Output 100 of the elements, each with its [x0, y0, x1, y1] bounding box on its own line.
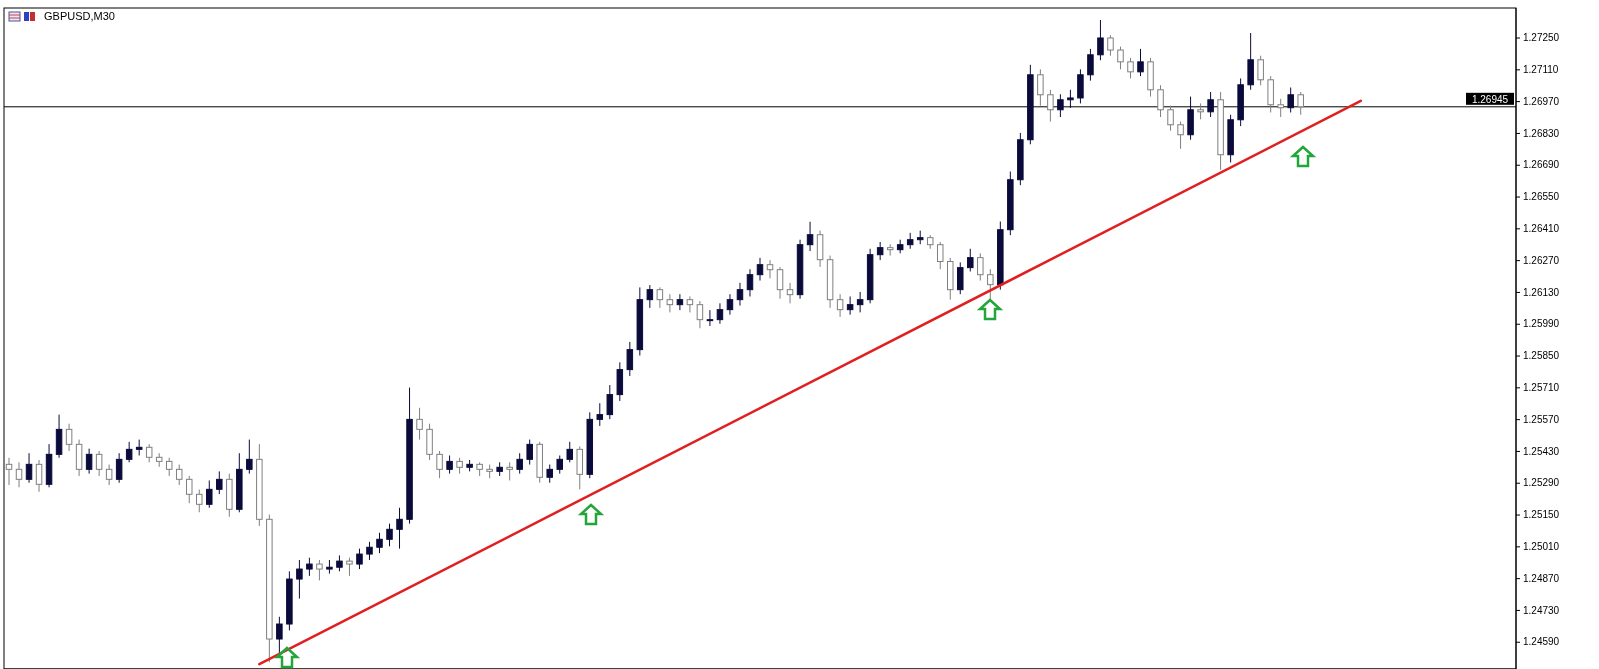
candlestick — [546, 464, 553, 484]
ref-line-label: 1.26945 — [1471, 93, 1509, 105]
candlestick — [206, 479, 213, 509]
candlestick — [1287, 87, 1294, 113]
candlestick — [506, 461, 513, 481]
candlestick — [686, 295, 694, 313]
candlestick — [1037, 68, 1044, 107]
candlestick — [1047, 89, 1054, 123]
candlestick — [596, 402, 604, 427]
candlestick — [25, 452, 33, 484]
candlestick — [666, 293, 674, 313]
candlestick — [1207, 91, 1214, 118]
candlestick — [175, 464, 183, 486]
candlestick — [756, 257, 764, 282]
candlestick — [436, 450, 443, 479]
candlestick — [1117, 46, 1124, 70]
y-tick-label: 1.24870 — [1523, 572, 1560, 584]
candlestick — [746, 268, 754, 297]
y-tick-label: 1.25850 — [1523, 350, 1560, 362]
candlestick — [1257, 55, 1264, 86]
candlestick — [85, 448, 93, 475]
candlestick — [876, 241, 884, 261]
candlestick — [145, 443, 153, 463]
candlestick — [977, 252, 984, 282]
y-tick-label: 1.25710 — [1523, 382, 1560, 394]
candlestick — [566, 441, 573, 463]
y-tick-label: 1.25010 — [1523, 541, 1560, 553]
candlestick — [626, 341, 634, 377]
candlestick — [706, 309, 714, 327]
y-tick-label: 1.26830 — [1523, 127, 1560, 139]
candlestick — [606, 384, 614, 420]
candlestick — [1097, 19, 1104, 61]
y-tick-label: 1.25990 — [1523, 318, 1560, 330]
candlestick — [1157, 84, 1164, 118]
candlestick — [276, 616, 283, 654]
y-tick-label: 1.25430 — [1523, 445, 1560, 457]
candlestick — [416, 407, 423, 441]
candlestick — [306, 557, 313, 577]
candlestick — [987, 268, 994, 301]
candlestick — [216, 470, 223, 495]
candlestick — [356, 548, 363, 570]
candlestick — [1167, 105, 1174, 132]
candlestick — [856, 291, 864, 313]
y-tick-label: 1.25290 — [1523, 477, 1560, 489]
candlestick — [806, 221, 814, 252]
candlestick — [1177, 121, 1184, 150]
candlestick — [786, 282, 794, 304]
candlestick — [15, 461, 23, 488]
candlestick — [646, 284, 654, 309]
y-tick-label: 1.26130 — [1523, 286, 1560, 298]
y-tick-label: 1.26550 — [1523, 191, 1560, 203]
candlestick — [366, 541, 373, 561]
candlestick — [246, 439, 253, 475]
y-tick-label: 1.27110 — [1523, 64, 1559, 76]
candlestick — [696, 300, 704, 329]
candlestick — [35, 459, 43, 493]
candlestick — [1077, 68, 1084, 104]
candlestick — [1057, 93, 1064, 118]
candlestick — [1087, 48, 1094, 82]
candlestick — [1137, 48, 1144, 77]
y-tick-label: 1.24730 — [1523, 604, 1560, 616]
y-tick-label: 1.26270 — [1523, 254, 1560, 266]
y-tick-label: 1.24590 — [1523, 636, 1560, 648]
candlestick — [185, 475, 193, 504]
candlestick — [386, 523, 393, 547]
candlestick — [165, 457, 173, 477]
candlestick — [316, 559, 323, 581]
candlestick — [396, 507, 403, 550]
candlestick — [556, 454, 563, 475]
candlestick — [1107, 34, 1114, 57]
candlestick — [196, 489, 203, 513]
candlestick — [105, 464, 113, 486]
y-tick-label: 1.26970 — [1523, 95, 1560, 107]
candlestick — [346, 557, 353, 577]
candlestick — [125, 441, 133, 463]
candlestick — [936, 241, 944, 270]
candlestick — [766, 259, 774, 279]
candlestick — [836, 293, 844, 318]
candlestick — [957, 261, 964, 295]
candlestick — [676, 293, 684, 311]
y-tick-label: 1.25570 — [1523, 413, 1560, 425]
candlestick — [1297, 91, 1304, 116]
candlestick — [776, 266, 784, 300]
candlestick — [65, 423, 73, 452]
candlestick — [656, 286, 664, 309]
candlestick — [296, 559, 303, 600]
candlestick — [736, 282, 744, 307]
candlestick — [446, 454, 453, 475]
candlestick — [716, 302, 724, 325]
candlestick — [516, 452, 523, 475]
y-tick-label: 1.27250 — [1523, 32, 1560, 44]
candlestick — [1127, 57, 1134, 79]
candlestick — [846, 295, 854, 316]
candlestick — [1067, 89, 1074, 109]
candlestick — [967, 248, 974, 272]
candlestick — [726, 293, 734, 316]
candlestick — [1277, 98, 1284, 118]
y-tick-label: 1.25150 — [1523, 509, 1560, 521]
candlestick — [115, 452, 123, 484]
chart-title: GBPUSD,M30 — [44, 10, 115, 22]
